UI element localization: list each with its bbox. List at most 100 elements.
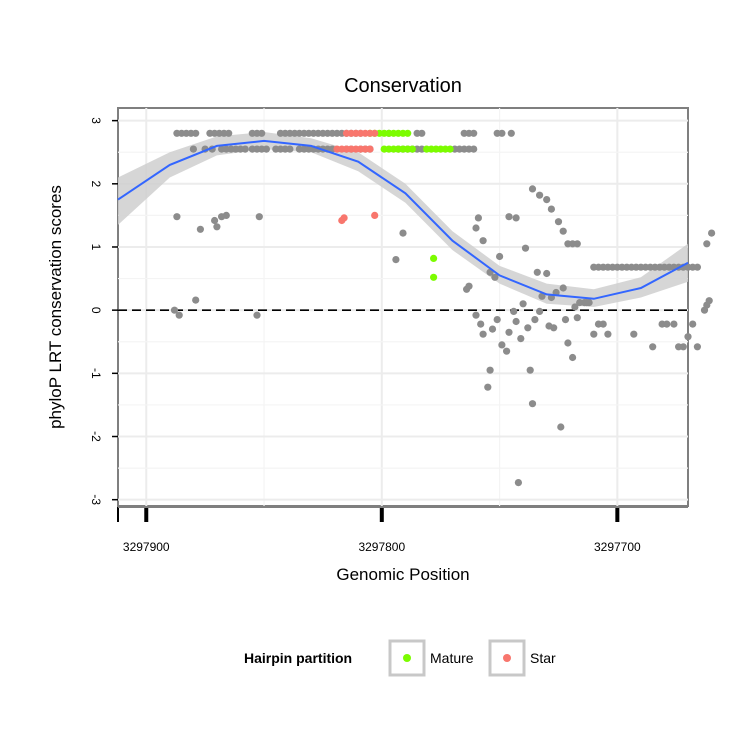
data-point-other (399, 229, 407, 237)
data-point-other (491, 273, 499, 281)
data-point-other (679, 343, 687, 351)
data-point-other (213, 223, 221, 231)
data-point-other (258, 129, 266, 137)
y-tick-label: 0 (89, 307, 103, 314)
legend-dot-mature (403, 654, 411, 662)
data-point-other (498, 129, 506, 137)
x-tick-label: 3297800 (358, 540, 405, 554)
x-tick-label: 3297900 (123, 540, 170, 554)
legend-title: Hairpin partition (244, 650, 352, 666)
data-point-other (689, 320, 697, 328)
data-point-other (192, 129, 200, 137)
legend-dot-star (503, 654, 511, 662)
data-point-other (189, 145, 197, 153)
y-tick-label: 2 (89, 180, 103, 187)
y-tick-label: -2 (89, 431, 103, 442)
data-point-other (477, 320, 485, 328)
smooth-line (117, 139, 689, 300)
data-point-other (517, 335, 525, 343)
legend: Hairpin partition Mature Star (244, 639, 556, 677)
plot-panel (117, 107, 689, 507)
legend-label-star: Star (530, 650, 556, 666)
y-tick-label: 3 (89, 117, 103, 124)
data-point-other (536, 307, 544, 315)
data-point-other (564, 339, 572, 347)
data-point-other (488, 325, 497, 333)
data-point-other (590, 330, 598, 338)
data-point-other (559, 284, 567, 292)
data-point-other (599, 320, 607, 328)
data-point-other (262, 145, 270, 153)
data-point-other (505, 213, 513, 221)
data-point-other (514, 479, 523, 487)
data-point-other (528, 400, 537, 408)
data-point-mature (446, 145, 454, 153)
data-point-other (547, 205, 556, 213)
data-point-other (192, 296, 200, 304)
data-point-other (474, 214, 482, 222)
data-point-other (649, 343, 657, 351)
x-tick-label: 3297700 (594, 540, 641, 554)
data-point-other (526, 366, 534, 374)
data-point-star (371, 129, 379, 137)
data-point-other (225, 129, 233, 137)
data-point-other (531, 316, 539, 324)
data-point-other (571, 303, 579, 311)
data-point-other (543, 269, 551, 278)
axes: -3 -2 -1 0 1 2 3 3297900 3297800 3297700 (89, 117, 688, 554)
y-tick-label: 1 (89, 244, 103, 251)
data-point-other (512, 317, 520, 326)
data-point-star (340, 214, 348, 222)
data-point-other (479, 237, 487, 245)
data-point-other (561, 316, 570, 324)
data-point-other (470, 145, 478, 153)
data-point-other (507, 129, 515, 137)
data-point-other (512, 214, 520, 222)
data-point-other (470, 129, 478, 137)
data-point-other (573, 314, 581, 322)
data-point-other (569, 353, 577, 362)
data-point-other (496, 252, 504, 261)
data-point-other (705, 297, 713, 305)
data-point-other (557, 423, 565, 431)
data-point-other (196, 225, 204, 233)
smooth-fit-line (117, 139, 689, 300)
data-point-other (510, 307, 518, 315)
data-point-other (693, 343, 702, 351)
data-point-other (465, 282, 473, 290)
data-point-other (693, 263, 702, 271)
chart-title: Conservation (344, 75, 462, 97)
data-point-other (484, 383, 492, 391)
legend-label-mature: Mature (430, 650, 474, 666)
data-point-other (505, 328, 513, 336)
data-point-star (366, 145, 374, 153)
data-point-other (255, 213, 263, 221)
data-point-other (543, 196, 551, 204)
data-point-other (175, 311, 183, 319)
data-point-other (663, 320, 671, 328)
data-point-other (211, 216, 219, 225)
data-point-other (418, 129, 426, 137)
data-point-mature (430, 273, 438, 281)
data-point-other (472, 311, 480, 319)
data-point-other (241, 145, 249, 153)
data-point-other (708, 229, 716, 237)
data-point-mature (430, 254, 438, 262)
data-point-other (486, 366, 494, 374)
data-point-other (550, 324, 558, 332)
data-point-other (498, 341, 506, 349)
data-point-other (554, 218, 563, 226)
data-point-other (524, 324, 532, 332)
y-tick-label: -1 (89, 368, 103, 379)
data-point-other (585, 299, 593, 307)
data-point-other (170, 306, 179, 314)
data-point-mature (404, 129, 412, 137)
data-point-other (703, 240, 711, 248)
data-point-other (253, 311, 261, 319)
y-tick-label: -3 (89, 494, 103, 505)
data-point-star (371, 211, 379, 219)
data-point-other (559, 227, 567, 235)
data-point-other (573, 240, 581, 248)
data-point-other (528, 185, 537, 193)
